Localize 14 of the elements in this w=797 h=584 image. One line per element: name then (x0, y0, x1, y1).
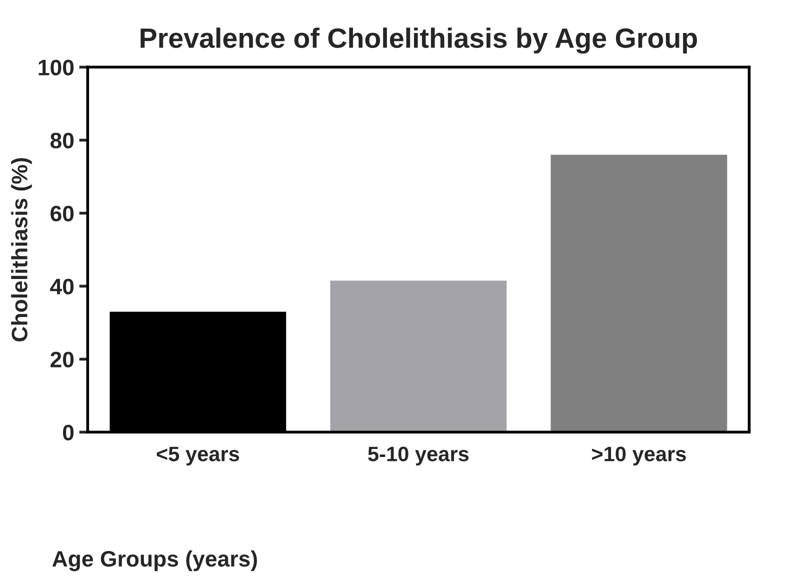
y-tick-label: 60 (50, 206, 74, 222)
chart-title: Prevalence of Cholelithiasis by Age Group (140, 28, 697, 54)
y-tick-label: 0 (62, 424, 74, 440)
y-tick-label: 80 (50, 132, 74, 148)
y-tick-label: 40 (50, 278, 74, 294)
bar (550, 154, 728, 432)
y-axis-title: Cholelithiasis (%) (11, 158, 32, 342)
x-tick-label: 5-10 years (368, 446, 469, 466)
x-axis-title: Age Groups (years) (52, 550, 257, 572)
bar (330, 280, 507, 432)
y-tick-label: 20 (50, 352, 74, 368)
y-tick-label: 100 (38, 60, 74, 76)
x-tick-label: >10 years (592, 446, 686, 466)
x-tick-label: <5 years (156, 446, 240, 466)
